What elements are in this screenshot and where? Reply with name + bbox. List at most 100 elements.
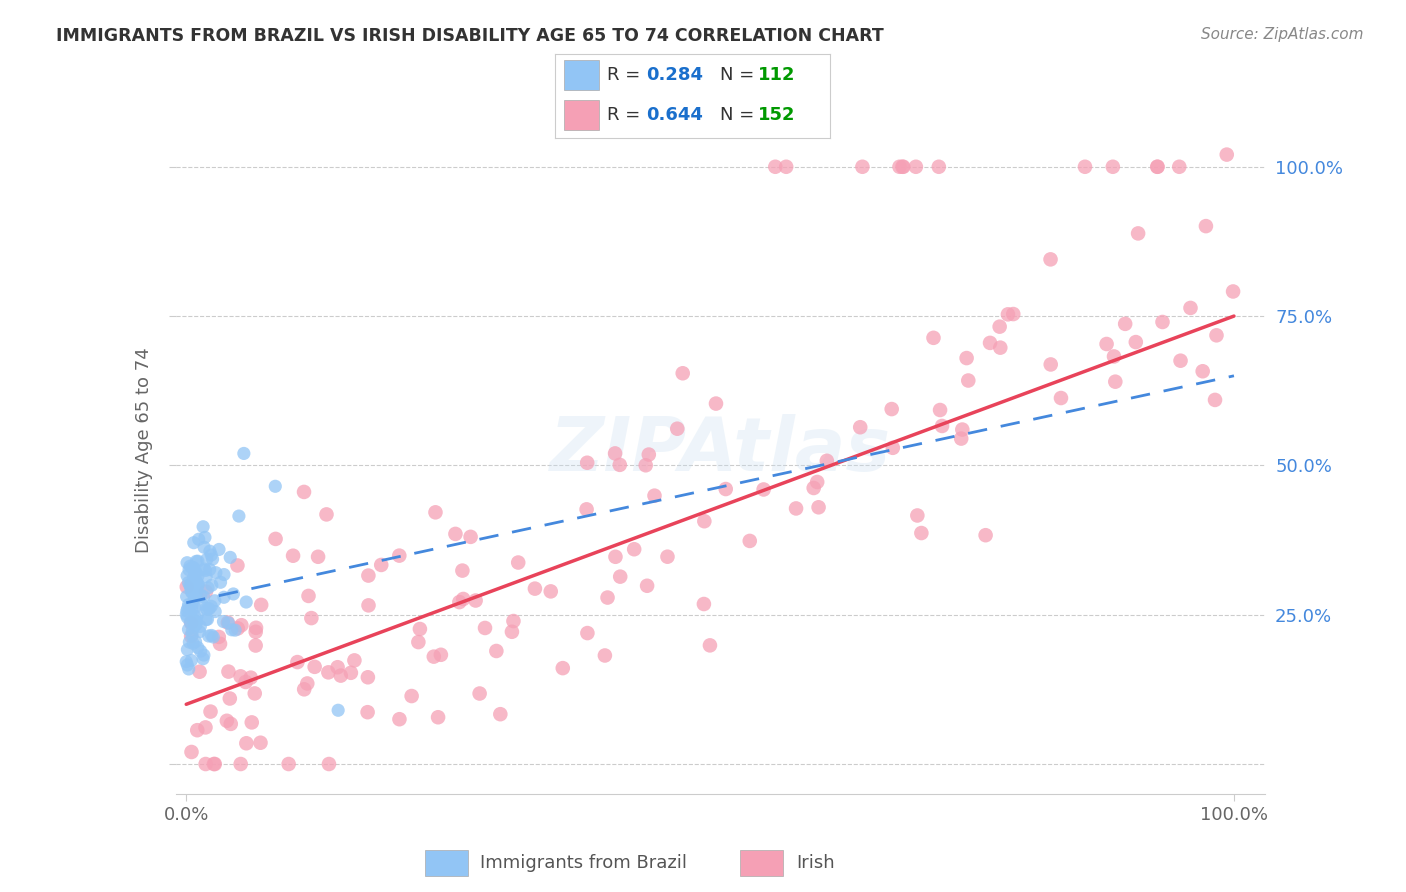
Point — [209, 575, 232, 590]
Point — [1102, 350, 1125, 364]
Point — [851, 160, 873, 174]
Point — [666, 422, 689, 436]
Point — [775, 160, 797, 174]
Point — [184, 634, 207, 648]
Point — [184, 588, 207, 602]
Point — [596, 591, 619, 605]
Point — [806, 475, 828, 489]
Point — [186, 582, 208, 596]
Text: Irish: Irish — [796, 854, 834, 872]
Point — [988, 319, 1011, 334]
Point — [187, 533, 209, 547]
Point — [217, 665, 239, 679]
Text: ZIPAtlas: ZIPAtlas — [550, 414, 891, 487]
Point — [200, 548, 222, 562]
Point — [307, 549, 329, 564]
Point — [979, 335, 1001, 350]
Point — [623, 542, 645, 557]
Point — [191, 651, 214, 665]
Point — [849, 420, 872, 434]
Point — [1152, 315, 1174, 329]
Point — [219, 717, 242, 731]
Point — [179, 578, 201, 592]
Point — [181, 628, 204, 642]
Point — [212, 591, 235, 605]
Point — [194, 720, 217, 734]
Point — [183, 609, 205, 624]
Point — [489, 707, 512, 722]
Point — [474, 621, 496, 635]
Point — [401, 689, 423, 703]
Bar — [564, 61, 599, 90]
Point — [997, 307, 1019, 321]
Point — [184, 566, 207, 580]
Point — [229, 757, 252, 772]
Point — [194, 563, 217, 577]
Point — [186, 584, 208, 599]
Point — [176, 556, 198, 570]
Point — [200, 599, 222, 614]
Point — [297, 676, 319, 690]
Point — [328, 703, 350, 717]
Point — [699, 639, 721, 653]
Y-axis label: Disability Age 65 to 74: Disability Age 65 to 74 — [135, 348, 153, 553]
Point — [184, 573, 207, 587]
Point — [177, 563, 200, 577]
Point — [905, 508, 928, 523]
Point — [226, 558, 249, 573]
Point — [208, 542, 231, 557]
Point — [1222, 285, 1244, 299]
Point — [957, 374, 980, 388]
Point — [501, 624, 523, 639]
Point — [193, 590, 215, 604]
Point — [187, 577, 209, 591]
Text: R =: R = — [607, 106, 647, 124]
Point — [929, 403, 952, 417]
Bar — [564, 100, 599, 130]
Point — [889, 160, 911, 174]
Point — [460, 530, 482, 544]
Point — [243, 686, 266, 700]
Point — [186, 554, 208, 568]
Point — [180, 577, 202, 591]
Point — [212, 567, 235, 582]
Point — [1114, 317, 1136, 331]
Point — [198, 601, 221, 615]
Point — [179, 559, 201, 574]
Bar — [740, 850, 783, 876]
Point — [217, 615, 239, 630]
Point — [190, 644, 212, 658]
Point — [200, 628, 222, 642]
Point — [1168, 160, 1191, 174]
Point — [180, 602, 202, 616]
Point — [204, 594, 226, 608]
Point — [287, 655, 309, 669]
Point — [204, 605, 226, 619]
Point — [950, 432, 973, 446]
Point — [693, 514, 716, 528]
Point — [1104, 375, 1126, 389]
Point — [176, 580, 198, 594]
Point — [1216, 147, 1239, 161]
Point — [180, 616, 202, 631]
Point — [184, 581, 207, 595]
Point — [222, 587, 245, 601]
Point — [343, 653, 366, 667]
Point — [194, 757, 217, 772]
Point — [657, 549, 679, 564]
Point — [201, 578, 224, 592]
Point — [738, 533, 761, 548]
Point — [180, 745, 202, 759]
Point — [232, 446, 254, 460]
Point — [197, 612, 219, 626]
Point — [329, 668, 352, 682]
Point — [208, 630, 231, 644]
Point — [576, 626, 599, 640]
Point — [1195, 219, 1218, 233]
Point — [187, 569, 209, 583]
Point — [593, 648, 616, 663]
Point — [245, 639, 267, 653]
Point — [188, 665, 211, 679]
Point — [356, 705, 378, 719]
Point — [444, 527, 467, 541]
